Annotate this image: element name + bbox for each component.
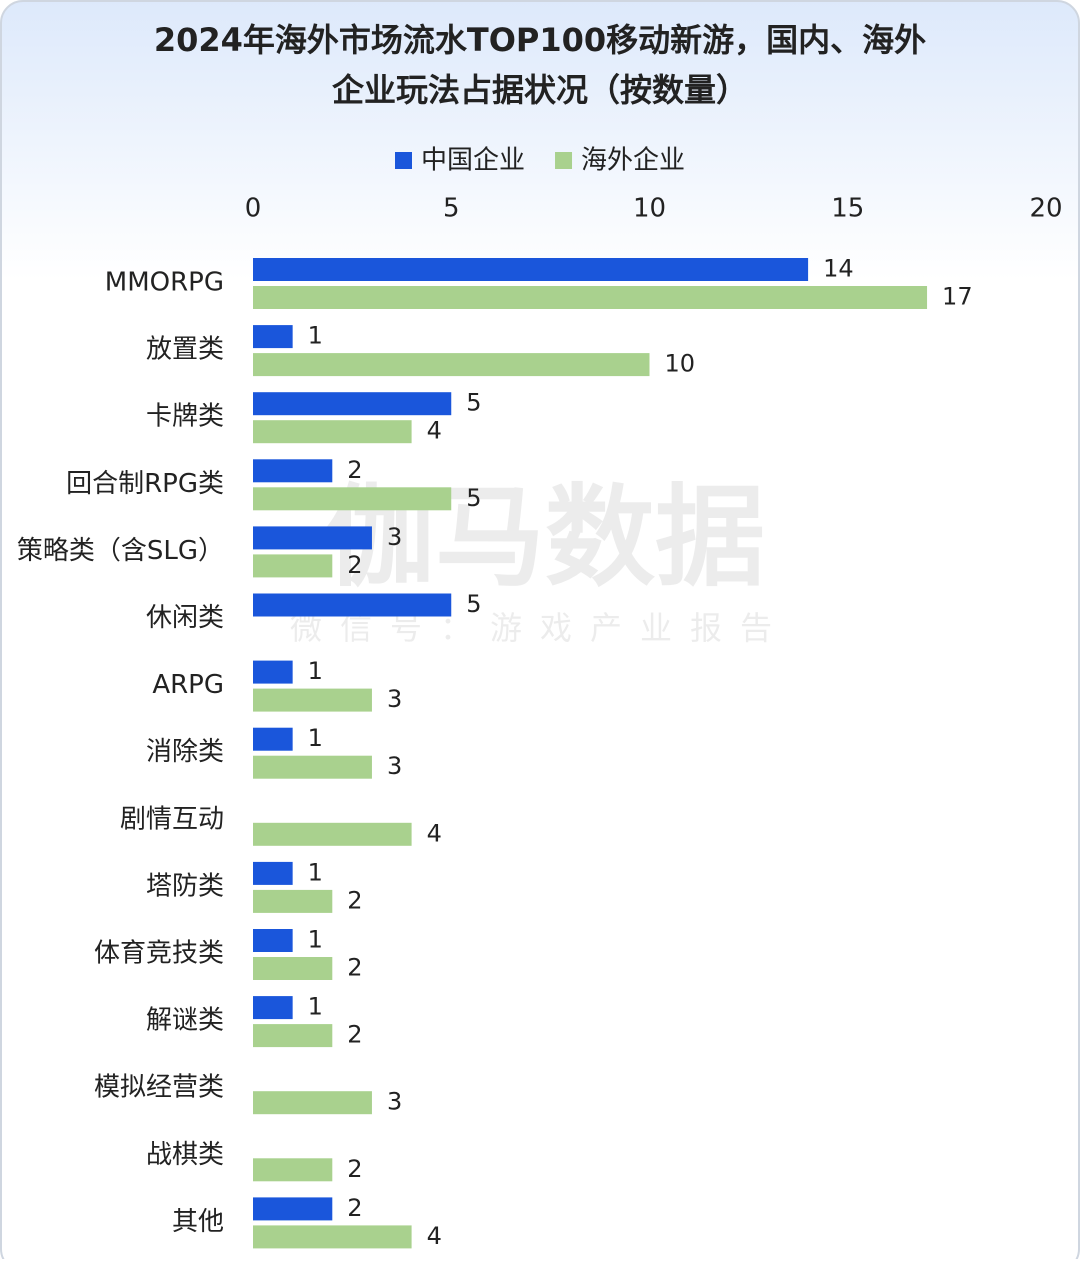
- y-tick-label: 消除类: [146, 737, 224, 767]
- y-tick-label: 卡牌类: [146, 402, 224, 432]
- y-tick-label: 回合制RPG类: [66, 469, 224, 499]
- y-tick-label: 放置类: [146, 335, 224, 365]
- bar: [253, 755, 372, 779]
- value-label: 17: [942, 283, 973, 311]
- value-label: 2: [347, 886, 362, 914]
- bar: [253, 258, 809, 281]
- value-label: 3: [387, 752, 402, 780]
- chart-title: 企业玩法占据状况（按数量）: [332, 71, 748, 109]
- value-label: 2: [347, 1194, 362, 1222]
- bar: [253, 554, 333, 578]
- value-label: 3: [387, 1088, 402, 1116]
- value-label: 3: [387, 523, 402, 551]
- y-tick-label: 塔防类: [146, 871, 224, 901]
- x-tick-label: 0: [245, 194, 262, 224]
- bar: [253, 688, 372, 712]
- bar: [253, 1197, 333, 1221]
- bar: [253, 593, 452, 617]
- bar: [253, 929, 293, 952]
- y-tick-label: MMORPG: [105, 268, 224, 298]
- value-label: 5: [466, 590, 481, 618]
- value-label: 2: [347, 1155, 362, 1183]
- bar: [253, 889, 333, 913]
- legend-label: 海外企业: [581, 146, 685, 176]
- y-tick-label: 模拟经营类: [94, 1073, 224, 1103]
- value-label: 1: [308, 322, 323, 350]
- y-tick-label: 策略类（含SLG）: [17, 536, 224, 566]
- y-tick-label: 休闲类: [146, 603, 224, 633]
- bar: [253, 325, 293, 349]
- bar: [253, 1225, 412, 1249]
- bar: [253, 392, 452, 416]
- value-label: 1: [308, 858, 323, 886]
- x-tick-label: 20: [1029, 194, 1062, 224]
- bar: [253, 459, 333, 483]
- y-tick-label: ARPG: [152, 670, 224, 700]
- y-tick-label: 战棋类: [146, 1140, 224, 1170]
- bar: [253, 822, 412, 846]
- bar: [253, 660, 293, 684]
- value-label: 2: [347, 456, 362, 484]
- bar: [253, 861, 293, 885]
- value-label: 2: [347, 551, 362, 579]
- bar: [253, 957, 333, 980]
- bar: [253, 1158, 333, 1182]
- value-label: 4: [427, 819, 442, 847]
- value-label: 1: [308, 724, 323, 752]
- x-tick-label: 10: [633, 194, 666, 224]
- bar: [253, 526, 372, 550]
- value-label: 14: [823, 255, 854, 283]
- value-label: 1: [308, 926, 323, 954]
- value-label: 1: [308, 657, 323, 685]
- value-label: 4: [427, 417, 442, 445]
- legend-label: 中国企业: [421, 146, 525, 176]
- bar: [253, 996, 293, 1020]
- chart-title: 2024年海外市场流水TOP100移动新游，国内、海外: [154, 21, 926, 59]
- y-tick-label: 解谜类: [146, 1006, 224, 1036]
- value-label: 5: [466, 389, 481, 417]
- legend-swatch: [395, 152, 412, 169]
- value-label: 4: [427, 1222, 442, 1250]
- value-label: 2: [347, 954, 362, 982]
- legend-swatch: [555, 152, 573, 169]
- bar: [253, 487, 452, 511]
- bar: [253, 353, 650, 377]
- bar: [253, 727, 293, 751]
- value-label: 1: [308, 993, 323, 1021]
- bar: [253, 286, 928, 309]
- value-label: 3: [387, 685, 402, 713]
- y-tick-label: 剧情互动: [120, 804, 224, 834]
- x-tick-label: 5: [443, 194, 460, 224]
- value-label: 5: [466, 484, 481, 512]
- value-label: 10: [665, 350, 696, 378]
- bar: [253, 1091, 372, 1115]
- y-tick-label: 体育竞技类: [94, 939, 224, 969]
- bar: [253, 1024, 333, 1048]
- bar: [253, 420, 412, 444]
- y-tick-label: 其他: [172, 1207, 224, 1237]
- x-tick-label: 15: [831, 194, 864, 224]
- value-label: 2: [347, 1021, 362, 1049]
